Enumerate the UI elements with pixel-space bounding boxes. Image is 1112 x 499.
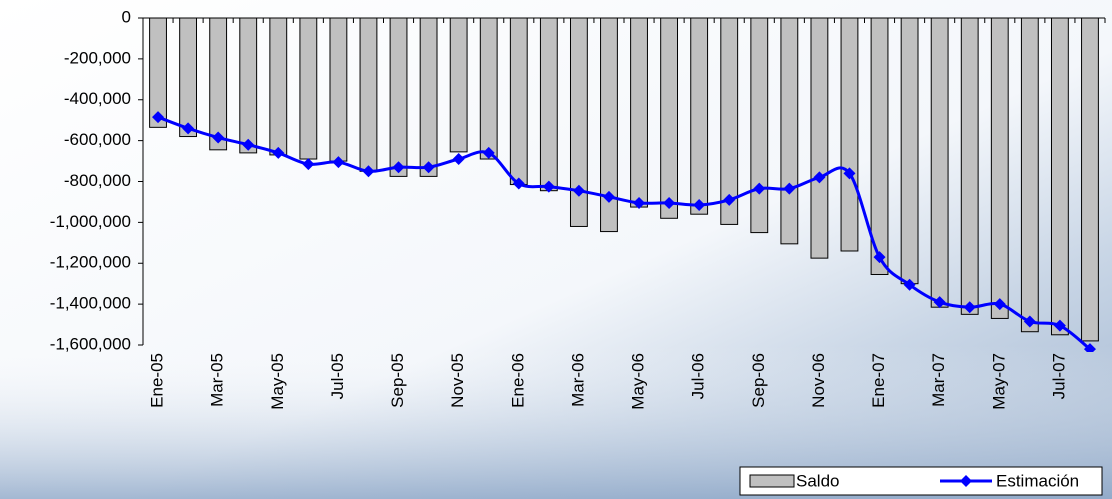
y-tick-label: -800,000 xyxy=(64,171,131,190)
bar xyxy=(419,17,438,177)
marker xyxy=(332,156,345,169)
bar xyxy=(960,17,979,315)
x-tick-label: May-07 xyxy=(989,353,1008,410)
y-tick-label: -1,200,000 xyxy=(50,253,131,272)
bar xyxy=(299,17,318,160)
x-tick-label: Jul-06 xyxy=(689,353,708,399)
marker xyxy=(482,146,495,159)
bar xyxy=(780,17,799,245)
bar xyxy=(539,17,558,192)
bar xyxy=(690,17,709,215)
x-tick-label: Sep-06 xyxy=(749,353,768,408)
x-tick-label: Ene-05 xyxy=(148,353,167,408)
y-tick-label: -1,000,000 xyxy=(50,212,131,231)
legend-box xyxy=(739,466,1103,496)
legend-marker xyxy=(960,475,972,487)
bar xyxy=(449,17,468,153)
bar xyxy=(209,17,228,151)
marker xyxy=(542,180,555,193)
marker xyxy=(783,182,796,195)
marker xyxy=(903,278,916,291)
y-tick-label: 0 xyxy=(122,7,131,26)
bar xyxy=(1050,17,1069,336)
x-tick-label: Jul-05 xyxy=(328,353,347,399)
bar xyxy=(269,17,288,156)
bar xyxy=(660,17,679,219)
marker xyxy=(723,193,736,206)
marker xyxy=(843,167,856,180)
marker xyxy=(182,122,195,135)
marker xyxy=(693,199,706,212)
marker xyxy=(212,131,225,144)
marker xyxy=(753,182,766,195)
x-tick-label: Sep-05 xyxy=(388,353,407,408)
legend-swatch xyxy=(749,474,795,488)
y-tick-label: -1,400,000 xyxy=(50,294,131,313)
marker xyxy=(963,301,976,314)
y-tick-label: -600,000 xyxy=(64,130,131,149)
bar xyxy=(930,17,949,308)
x-tick-label: Ene-06 xyxy=(508,353,527,408)
x-tick-label: May-05 xyxy=(268,353,287,410)
x-tick-label: Mar-07 xyxy=(929,353,948,407)
marker xyxy=(512,177,525,190)
x-tick-label: Ene-07 xyxy=(869,353,888,408)
marker xyxy=(993,298,1006,311)
marker xyxy=(392,161,405,174)
bar xyxy=(1081,17,1099,342)
bar xyxy=(990,17,1009,319)
x-tick-label: May-06 xyxy=(629,353,648,410)
marker xyxy=(602,190,615,203)
x-tick-label: Mar-05 xyxy=(208,353,227,407)
x-tick-label: Nov-05 xyxy=(448,353,467,408)
bar xyxy=(630,17,648,208)
marker xyxy=(933,296,946,309)
y-tick-label: -400,000 xyxy=(64,89,131,108)
marker xyxy=(362,165,375,178)
bar xyxy=(329,17,348,162)
bar xyxy=(389,17,408,177)
marker xyxy=(633,196,646,209)
legend-label: Saldo xyxy=(796,471,839,490)
marker xyxy=(572,184,585,197)
marker xyxy=(452,153,465,166)
marker xyxy=(663,196,676,209)
bar xyxy=(840,17,859,252)
bar xyxy=(1020,17,1039,333)
bar xyxy=(509,17,528,186)
y-tick-label: -1,600,000 xyxy=(50,334,131,353)
bar xyxy=(149,17,167,128)
marker xyxy=(272,146,285,159)
marker xyxy=(1023,315,1036,328)
marker xyxy=(1083,343,1096,352)
bar xyxy=(720,17,739,225)
bar xyxy=(810,17,829,259)
bar xyxy=(479,17,498,160)
legend-label: Estimación xyxy=(996,471,1079,490)
y-tick-label: -200,000 xyxy=(64,48,131,67)
x-tick-label: Mar-06 xyxy=(568,353,587,407)
bar xyxy=(239,17,258,154)
x-tick-label: Jul-07 xyxy=(1049,353,1068,399)
marker xyxy=(813,171,826,184)
marker xyxy=(302,158,315,171)
bar xyxy=(870,17,889,275)
marker xyxy=(422,161,435,174)
marker xyxy=(873,251,886,264)
bar xyxy=(179,17,198,138)
bar xyxy=(359,17,378,172)
bar xyxy=(900,17,919,285)
marker xyxy=(152,111,165,124)
marker xyxy=(1053,319,1066,332)
plot xyxy=(149,17,1099,352)
x-tick-label: Nov-06 xyxy=(809,353,828,408)
marker xyxy=(242,138,255,151)
bar xyxy=(750,17,769,234)
